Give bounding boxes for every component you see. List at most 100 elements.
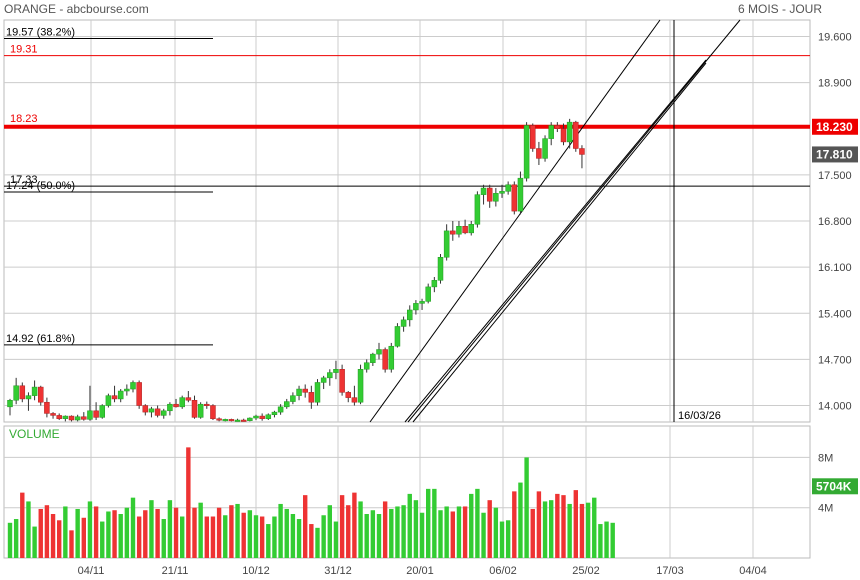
resistance-price-tag: 18.230: [816, 120, 853, 134]
volume-bar: [210, 516, 216, 558]
candle-up: [413, 303, 419, 311]
candle-up: [474, 194, 481, 225]
candle: [234, 418, 241, 422]
candle-down: [450, 230, 456, 235]
volume-bar: [44, 505, 50, 558]
candle-down: [573, 121, 579, 149]
candle-up: [443, 230, 450, 258]
candle: [548, 122, 554, 146]
volume-bar: [136, 516, 142, 558]
volume-bar: [321, 515, 326, 558]
candle: [554, 122, 561, 133]
volume-bar: [333, 521, 339, 558]
volume-bar: [259, 516, 265, 558]
trend-line: [369, 19, 661, 423]
candle: [351, 385, 358, 406]
candle: [130, 380, 136, 393]
candle-up: [167, 403, 173, 412]
candle: [437, 253, 444, 284]
candle: [450, 221, 456, 241]
candle: [154, 405, 161, 418]
volume-tick-label: 8M: [818, 452, 833, 464]
volume-bar: [167, 500, 173, 558]
candle: [173, 398, 179, 408]
candle: [277, 404, 284, 415]
date-tick-label: 17/03: [656, 565, 684, 577]
volume-bar: [93, 506, 99, 558]
candle-down: [56, 415, 62, 419]
candle: [560, 123, 567, 146]
volume-bar: [247, 510, 253, 558]
volume-bar: [309, 524, 314, 558]
volume-bar: [585, 502, 591, 558]
candle: [142, 404, 149, 416]
candle: [499, 184, 505, 198]
volume-panel-frame: [3, 425, 811, 559]
candle-up: [247, 417, 253, 421]
candle-down: [185, 397, 192, 401]
candle: [302, 384, 308, 398]
candle: [327, 369, 333, 386]
annotation-lines: 19.57 (38.2%)17.24 (50.0%)14.92 (61.8%)1…: [4, 19, 810, 423]
volume-bar: [155, 508, 160, 558]
volume-bar: [198, 502, 203, 558]
volume-bar: [26, 501, 31, 558]
volume-bar: [512, 491, 517, 558]
volume-bar: [278, 503, 283, 558]
candle-up: [456, 226, 462, 235]
candle: [25, 392, 32, 411]
candle-up: [407, 309, 413, 321]
volume-bar: [180, 516, 185, 558]
volume-bar: [75, 508, 80, 558]
volume-bar: [296, 519, 302, 558]
candle-down: [302, 388, 308, 393]
candle-down: [462, 226, 468, 234]
candle: [284, 398, 290, 409]
volume-bar: [604, 521, 609, 558]
candle: [81, 412, 87, 421]
volume-bar: [567, 503, 572, 558]
candle-up: [566, 121, 573, 143]
period-label: 6 MOIS - JOUR: [737, 2, 822, 16]
candle: [111, 385, 118, 403]
candle-up: [87, 410, 93, 420]
volume-bar: [204, 516, 209, 558]
volume-bar: [235, 503, 240, 558]
candle: [462, 219, 468, 235]
volume-bar: [389, 508, 394, 558]
volume-bar: [20, 492, 25, 558]
volume-bar: [382, 501, 388, 558]
candle: [370, 352, 376, 366]
candle-down: [240, 419, 247, 422]
candle: [240, 418, 247, 422]
candle-up: [468, 224, 474, 234]
volume-bar: [413, 500, 419, 558]
volume-bar: [462, 506, 468, 558]
volume-bar: [419, 512, 425, 558]
candle: [191, 395, 198, 419]
volume-bar: [358, 501, 363, 558]
candle-up: [124, 388, 130, 392]
volume-bar: [469, 493, 474, 558]
candle-up: [277, 406, 284, 413]
price-tick-label: 15.400: [818, 308, 852, 320]
candle: [339, 364, 345, 396]
volume-bar: [542, 501, 548, 558]
price-tick-label: 18.900: [818, 78, 852, 90]
candle-up: [13, 385, 19, 401]
candle-up: [431, 280, 438, 288]
candle: [443, 224, 450, 261]
candle-down: [339, 369, 345, 393]
candle: [148, 406, 155, 418]
candle: [93, 402, 99, 421]
volume-bars: [7, 447, 615, 558]
candle: [517, 171, 524, 215]
candle-up: [290, 395, 296, 402]
volume-bar: [432, 488, 437, 558]
volume-bar: [143, 510, 148, 558]
candle: [394, 323, 401, 348]
candle: [357, 364, 364, 405]
candle: [117, 389, 124, 403]
volume-bar: [272, 516, 277, 558]
volume-bar: [32, 526, 37, 558]
